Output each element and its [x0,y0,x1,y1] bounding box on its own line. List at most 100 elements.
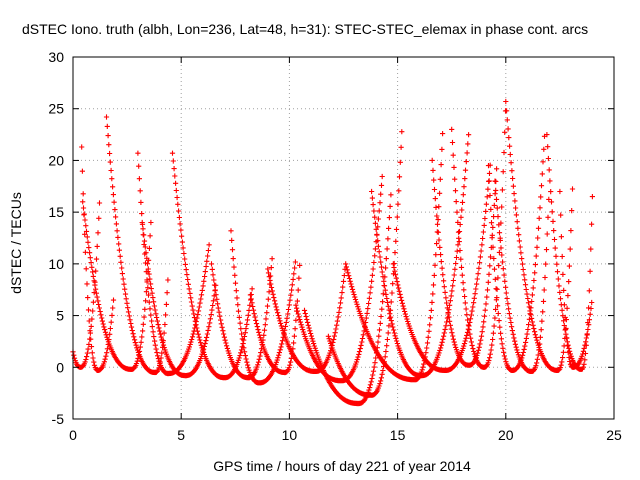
data-point [429,157,435,163]
data-point [275,312,281,319]
data-point [503,98,509,105]
data-point [463,159,469,165]
data-point [587,268,593,274]
data-point [482,215,488,222]
data-point [533,363,539,369]
data-point [568,228,574,234]
data-point [390,281,396,287]
data-point [93,290,99,296]
data-point [545,155,551,162]
data-point [88,336,94,342]
data-point [506,135,512,141]
data-point [221,334,227,340]
data-point [424,345,430,351]
data-point [496,263,502,269]
data-point [371,364,377,370]
data-point [79,144,85,150]
data-point [201,278,207,284]
data-point [97,308,103,315]
data-point [503,359,509,365]
data-point [515,349,521,356]
data-point [461,343,467,349]
data-point [563,325,569,331]
data-point [202,269,208,275]
data-point [265,296,271,302]
data-point [372,246,378,252]
data-point [131,334,137,340]
data-point [349,284,355,290]
data-point [377,320,383,326]
data-point [433,252,439,258]
data-point [229,237,235,243]
data-point [204,334,210,340]
data-point [379,269,385,275]
data-point [94,294,100,300]
data-point [189,336,195,343]
data-point [272,298,278,304]
data-point [308,333,314,339]
data-point [441,278,447,284]
data-point [501,349,507,355]
data-point [294,305,300,311]
data-point [277,318,283,324]
data-point [274,307,280,313]
data-point [469,342,475,348]
data-point [108,319,114,325]
data-point [478,248,484,254]
data-point [385,330,391,336]
data-point [170,158,176,164]
data-point [335,314,341,320]
data-point [334,318,340,324]
data-point [176,214,182,221]
data-point [225,348,231,354]
data-point [430,167,436,173]
data-point [275,310,281,316]
y-tick-label: 0 [56,359,64,375]
data-point [459,272,465,278]
data-point [221,331,227,337]
data-point [242,353,248,359]
data-point [173,187,179,194]
data-point [423,350,429,356]
data-point [173,180,179,186]
data-point [428,307,434,313]
data-point [187,290,193,296]
data-point [376,383,382,389]
data-point [582,342,588,348]
data-point [141,238,148,244]
data-point [447,322,453,328]
data-point [208,261,215,267]
data-point [258,337,264,343]
data-point [437,176,443,182]
data-point [238,350,244,356]
data-point [376,327,383,333]
data-point [185,281,191,287]
data-point [487,355,493,361]
data-point [513,344,519,350]
data-point [535,235,541,241]
data-point [297,319,303,325]
data-point [434,221,441,227]
data-point [228,228,234,234]
data-point [296,275,302,281]
data-point [505,126,511,132]
data-point [212,287,218,293]
data-point [145,266,151,272]
data-point [475,271,481,277]
data-point [259,340,265,346]
data-point [535,340,541,346]
data-point [432,196,438,202]
data-point [586,305,592,311]
data-point [134,358,140,364]
data-point [491,323,497,329]
data-point [429,299,435,305]
data-point [439,265,445,271]
data-point [589,194,595,200]
data-point [520,349,526,356]
data-point [560,349,566,355]
data-point [545,144,551,150]
data-point [484,194,490,200]
data-point [435,217,441,223]
data-point [392,272,399,278]
data-point [508,160,514,166]
